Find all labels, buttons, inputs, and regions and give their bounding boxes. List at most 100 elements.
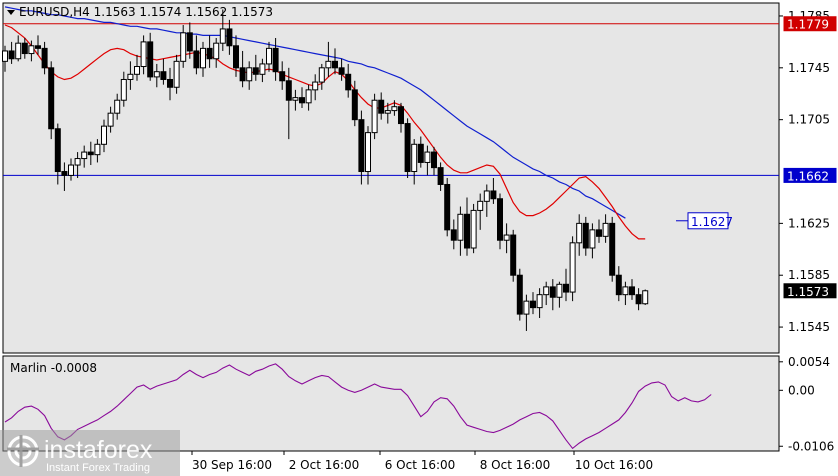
candle[interactable] [292, 89, 299, 111]
candle[interactable] [272, 38, 279, 81]
candle[interactable] [483, 184, 490, 217]
candle[interactable] [233, 35, 239, 77]
candle[interactable] [543, 281, 550, 306]
candle[interactable] [338, 58, 345, 81]
candle[interactable] [378, 92, 385, 120]
candle[interactable] [332, 48, 338, 75]
candle[interactable] [134, 54, 140, 81]
candle[interactable] [477, 193, 484, 230]
candle[interactable] [450, 219, 457, 250]
candle[interactable] [431, 146, 437, 176]
candle[interactable] [81, 145, 88, 168]
candle[interactable] [94, 139, 101, 163]
candle[interactable] [259, 58, 266, 83]
candle[interactable] [530, 292, 536, 315]
candle[interactable] [173, 54, 180, 94]
candle[interactable] [563, 268, 569, 302]
candle[interactable] [312, 74, 319, 101]
candle[interactable] [266, 41, 272, 72]
candle[interactable] [536, 288, 543, 318]
candle[interactable] [516, 268, 523, 321]
candle[interactable] [200, 41, 206, 77]
candle[interactable] [345, 63, 352, 98]
candle[interactable] [371, 93, 378, 140]
candle[interactable] [186, 22, 193, 59]
candle[interactable] [325, 41, 332, 77]
candle[interactable] [246, 61, 253, 90]
candle[interactable] [556, 281, 563, 308]
candle[interactable] [444, 178, 451, 237]
candle[interactable] [582, 216, 589, 256]
candle[interactable] [622, 281, 629, 306]
candle[interactable] [279, 61, 286, 90]
candle[interactable] [219, 9, 226, 51]
candle[interactable] [635, 288, 642, 311]
candle[interactable] [101, 119, 107, 153]
candle[interactable] [299, 87, 305, 108]
candle[interactable] [596, 219, 602, 243]
candle[interactable] [490, 178, 497, 204]
candle[interactable] [8, 41, 15, 64]
candle[interactable] [424, 145, 431, 176]
candle[interactable] [167, 67, 173, 101]
candle[interactable] [510, 229, 517, 282]
candle[interactable] [120, 71, 127, 107]
candle[interactable] [61, 162, 68, 191]
candle[interactable] [114, 93, 121, 120]
candle[interactable] [503, 223, 510, 254]
candle[interactable] [15, 35, 22, 62]
candle[interactable] [41, 41, 48, 75]
candle[interactable] [437, 162, 444, 191]
candle[interactable] [497, 193, 503, 250]
candle[interactable] [609, 216, 616, 282]
candle[interactable] [589, 223, 596, 259]
candle[interactable] [318, 63, 325, 90]
candle[interactable] [54, 123, 61, 185]
candle[interactable] [365, 126, 371, 185]
candle[interactable] [21, 38, 28, 59]
candle[interactable] [351, 80, 358, 127]
candle[interactable] [127, 61, 134, 90]
candle[interactable] [147, 32, 154, 81]
candle[interactable] [464, 197, 470, 256]
candle[interactable] [417, 136, 424, 168]
candle[interactable] [285, 67, 292, 140]
candle[interactable] [35, 35, 41, 55]
candle[interactable] [160, 58, 167, 85]
candle[interactable] [226, 19, 233, 55]
candle[interactable] [252, 54, 259, 81]
candle[interactable] [28, 40, 35, 62]
candle[interactable] [576, 214, 583, 256]
candle[interactable] [523, 294, 530, 331]
candle[interactable] [74, 152, 81, 178]
candle[interactable] [239, 50, 246, 88]
dropdown-triangle-icon[interactable] [7, 10, 15, 15]
candle[interactable] [569, 236, 576, 302]
candle[interactable] [68, 158, 74, 181]
candle-body-up [140, 41, 147, 68]
candle[interactable] [180, 25, 187, 68]
candle[interactable] [2, 45, 8, 72]
candle[interactable] [629, 279, 635, 300]
candle[interactable] [398, 102, 404, 133]
candle[interactable] [358, 110, 365, 185]
candle[interactable] [48, 61, 55, 140]
candle[interactable] [404, 118, 411, 178]
candle[interactable] [411, 139, 418, 185]
candle[interactable] [193, 35, 200, 75]
candle[interactable] [470, 203, 477, 254]
candle[interactable] [87, 141, 94, 166]
candle[interactable] [140, 35, 147, 75]
candle[interactable] [602, 214, 609, 243]
candle[interactable] [384, 102, 391, 124]
candle[interactable] [642, 289, 649, 306]
candle[interactable] [206, 35, 213, 68]
candle[interactable] [213, 38, 220, 68]
candle[interactable] [457, 206, 464, 256]
candle[interactable] [615, 266, 622, 302]
candle[interactable] [391, 100, 398, 116]
candle[interactable] [549, 279, 556, 311]
candle[interactable] [153, 63, 160, 88]
candle[interactable] [107, 106, 114, 133]
candle[interactable] [305, 84, 312, 111]
